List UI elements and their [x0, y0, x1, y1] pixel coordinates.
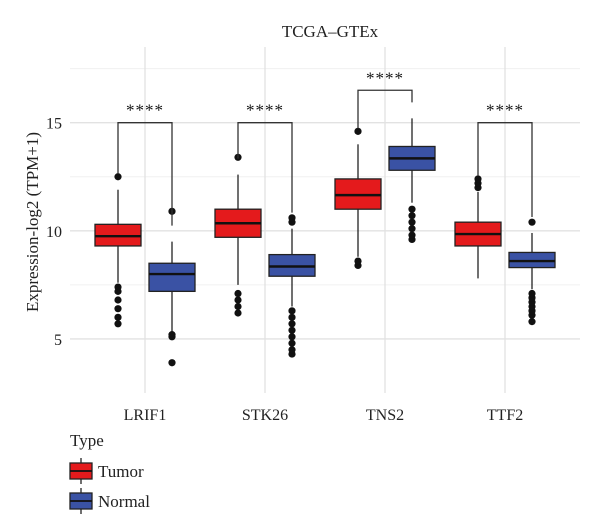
outlier-point [288, 339, 296, 347]
bracket-line [477, 122, 533, 217]
outlier-point [408, 225, 416, 233]
outlier-point [528, 218, 536, 226]
significance-label: **** [126, 101, 164, 120]
outlier-point [408, 218, 416, 226]
outlier-point [288, 346, 296, 354]
bracket-line [357, 89, 413, 129]
outlier-point [408, 231, 416, 239]
outlier-point [528, 318, 536, 326]
x-tick-label: LRIF1 [124, 407, 167, 424]
legend-label: Tumor [98, 462, 144, 481]
outlier-point [354, 127, 362, 135]
outlier-point [288, 320, 296, 328]
significance-bracket-lrif1: **** [117, 101, 173, 226]
outlier-point [114, 305, 122, 313]
significance-bracket-stk26: **** [237, 101, 293, 213]
outlier-point [408, 205, 416, 213]
box-normal-ttf2 [508, 218, 556, 326]
legend-item-tumor: Tumor [69, 458, 144, 484]
box-tumor-lrif1 [94, 173, 142, 328]
outlier-point [114, 313, 122, 321]
box-normal-stk26 [268, 214, 316, 358]
legend-label: Normal [98, 492, 150, 511]
significance-label: **** [366, 68, 404, 87]
x-tick-label: TNS2 [366, 407, 404, 424]
axis-layer: 5 10 15 LRIF1 STK26 TNS2 TTF2 [46, 116, 523, 424]
outlier-point [288, 307, 296, 315]
outlier-point [114, 320, 122, 328]
box-tumor-ttf2 [454, 175, 502, 279]
legend-title: Type [70, 431, 104, 450]
significance-bracket-ttf2: **** [477, 101, 533, 217]
outlier-point [168, 331, 176, 339]
outlier-point [114, 173, 122, 181]
outlier-point [288, 333, 296, 341]
legend-item-normal: Normal [69, 488, 150, 514]
outlier-point [234, 296, 242, 304]
plot-area: **** **** **** **** [70, 47, 580, 393]
chart-title: TCGA–GTEx [282, 22, 379, 41]
legend-items: Tumor Normal [69, 458, 150, 514]
bracket-line [117, 122, 173, 226]
significance-label: **** [486, 101, 524, 120]
box-normal-lrif1 [148, 207, 196, 367]
outlier-point [288, 214, 296, 222]
y-tick-label: 5 [54, 332, 62, 349]
x-tick-label: STK26 [242, 407, 288, 424]
bracket-line [237, 122, 293, 213]
significance-bracket-tns2: **** [357, 68, 413, 129]
outlier-point [528, 289, 536, 298]
outlier-point [288, 326, 296, 334]
legend: Type Tumor Normal [69, 431, 150, 514]
y-tick-label: 15 [46, 116, 62, 133]
y-axis-label: Expression-log2 (TPM+1) [23, 132, 42, 312]
outlier-point [354, 257, 362, 265]
plot-panel [70, 47, 580, 393]
grid-lines [70, 47, 580, 393]
outlier-point [114, 296, 122, 304]
outlier-point [288, 313, 296, 321]
box-body [148, 262, 196, 293]
outlier-point [114, 283, 122, 291]
outlier-point [234, 309, 242, 317]
x-tick-label: TTF2 [487, 407, 523, 424]
outlier-point [234, 302, 242, 311]
box-layer [94, 118, 556, 367]
box-normal-tns2 [388, 118, 436, 244]
outlier-point [408, 212, 416, 220]
outlier-point [234, 289, 242, 298]
box-tumor-tns2 [334, 127, 382, 270]
significance-label: **** [246, 101, 284, 120]
outlier-point [474, 175, 482, 183]
significance-layer: **** **** **** **** [117, 68, 533, 226]
y-tick-label: 10 [46, 224, 62, 241]
outlier-point [168, 359, 176, 367]
